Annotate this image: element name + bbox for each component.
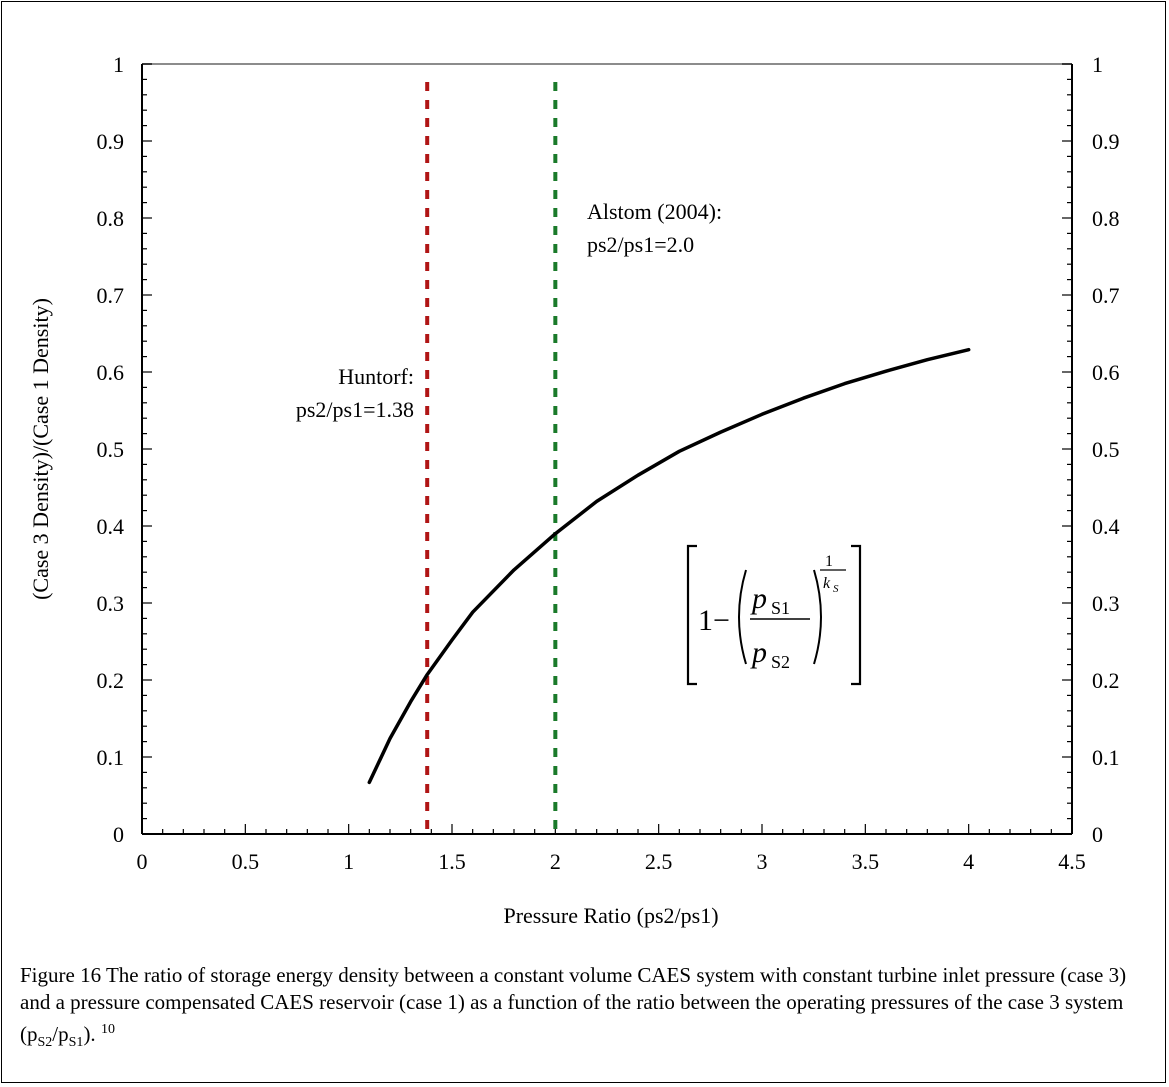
y-tick-label-right: 0.7	[1092, 283, 1120, 308]
x-tick-label: 4.5	[1058, 849, 1086, 874]
pressure-ratio-chart: 0 0.5 1 1.5 2 2.5 3 3.5 4 4.5 0 0.1 0.2 0.3 0.4 0.5 0.6…	[0, 0, 1169, 950]
y-tick-label-left: 0.8	[97, 206, 125, 231]
formula-minus: −	[713, 604, 730, 637]
formula-exponent-denominator: k	[823, 575, 831, 592]
y-tick-label-left: 0.4	[97, 514, 125, 539]
formula-numerator-sub: S1	[771, 598, 790, 618]
caption-text: Figure 16 The ratio of storage energy de…	[20, 963, 1126, 1046]
formula-exponent-numerator: 1	[825, 553, 833, 570]
y-tick-label-left: 0.2	[97, 668, 125, 693]
y-tick-label-right: 0.3	[1092, 591, 1120, 616]
formula-denominator: p	[750, 636, 767, 669]
curve-line	[369, 350, 968, 783]
y-tick-labels-left: 0 0.1 0.2 0.3 0.4 0.5 0.6 0.7 0.8 0.9 1	[97, 52, 125, 847]
y-tick-label-left: 0.3	[97, 591, 125, 616]
y-tick-label-right: 0.4	[1092, 514, 1120, 539]
huntorf-label-line1: Huntorf:	[338, 364, 414, 389]
x-tick-labels: 0 0.5 1 1.5 2 2.5 3 3.5 4 4.5	[137, 849, 1086, 874]
y-tick-label-right: 1	[1092, 52, 1103, 77]
y-tick-label-right: 0.6	[1092, 360, 1120, 385]
x-tick-label: 3	[757, 849, 768, 874]
x-tick-label: 1.5	[438, 849, 466, 874]
caption-reference: 10	[101, 1022, 115, 1037]
y-tick-label-left: 0.1	[97, 745, 125, 770]
formula-exponent-denominator-sub: S	[833, 583, 839, 595]
y-tick-label-right: 0.9	[1092, 129, 1120, 154]
density-ratio-curve	[369, 350, 968, 783]
y-tick-label-right: 0.8	[1092, 206, 1120, 231]
caption-sub-s2: S2	[38, 1035, 53, 1050]
y-tick-label-right: 0	[1092, 822, 1103, 847]
x-tick-label: 3.5	[852, 849, 880, 874]
caption-slash: /p	[52, 1022, 68, 1046]
huntorf-label-line2: ps2/ps1=1.38	[296, 397, 414, 422]
y-axis-label: (Case 3 Density)/(Case 1 Density)	[28, 298, 53, 600]
plot-axes	[142, 64, 1072, 834]
formula-one: 1	[698, 604, 713, 637]
alstom-label-line2: ps2/ps1=2.0	[587, 232, 694, 257]
axis-ticks	[142, 64, 1072, 834]
x-tick-label: 2.5	[645, 849, 673, 874]
caption-sub-s1: S1	[69, 1035, 84, 1050]
y-tick-label-right: 0.5	[1092, 437, 1120, 462]
y-tick-labels-right: 0 0.1 0.2 0.3 0.4 0.5 0.6 0.7 0.8 0.9 1	[1092, 52, 1120, 847]
x-tick-label: 0	[137, 849, 148, 874]
y-tick-label-left: 0.7	[97, 283, 125, 308]
y-tick-label-left: 0.5	[97, 437, 125, 462]
caption-end: ).	[83, 1022, 95, 1046]
x-axis-label: Pressure Ratio (ps2/ps1)	[503, 903, 718, 928]
alstom-label-line1: Alstom (2004):	[587, 199, 722, 224]
y-tick-label-left: 0	[113, 822, 124, 847]
y-tick-label-left: 0.6	[97, 360, 125, 385]
x-tick-label: 0.5	[232, 849, 260, 874]
y-tick-label-right: 0.2	[1092, 668, 1120, 693]
y-tick-label-left: 0.9	[97, 129, 125, 154]
figure-caption: Figure 16 The ratio of storage energy de…	[20, 962, 1145, 1056]
y-tick-label-right: 0.1	[1092, 745, 1120, 770]
reference-lines	[427, 82, 555, 832]
y-tick-label-left: 1	[113, 52, 124, 77]
formula-numerator: p	[750, 582, 767, 615]
formula-denominator-sub: S2	[771, 652, 790, 672]
x-tick-label: 4	[963, 849, 974, 874]
x-tick-label: 2	[550, 849, 561, 874]
x-tick-label: 1	[343, 849, 354, 874]
formula: 1 − p S1 p S2 1 k S	[688, 546, 860, 684]
